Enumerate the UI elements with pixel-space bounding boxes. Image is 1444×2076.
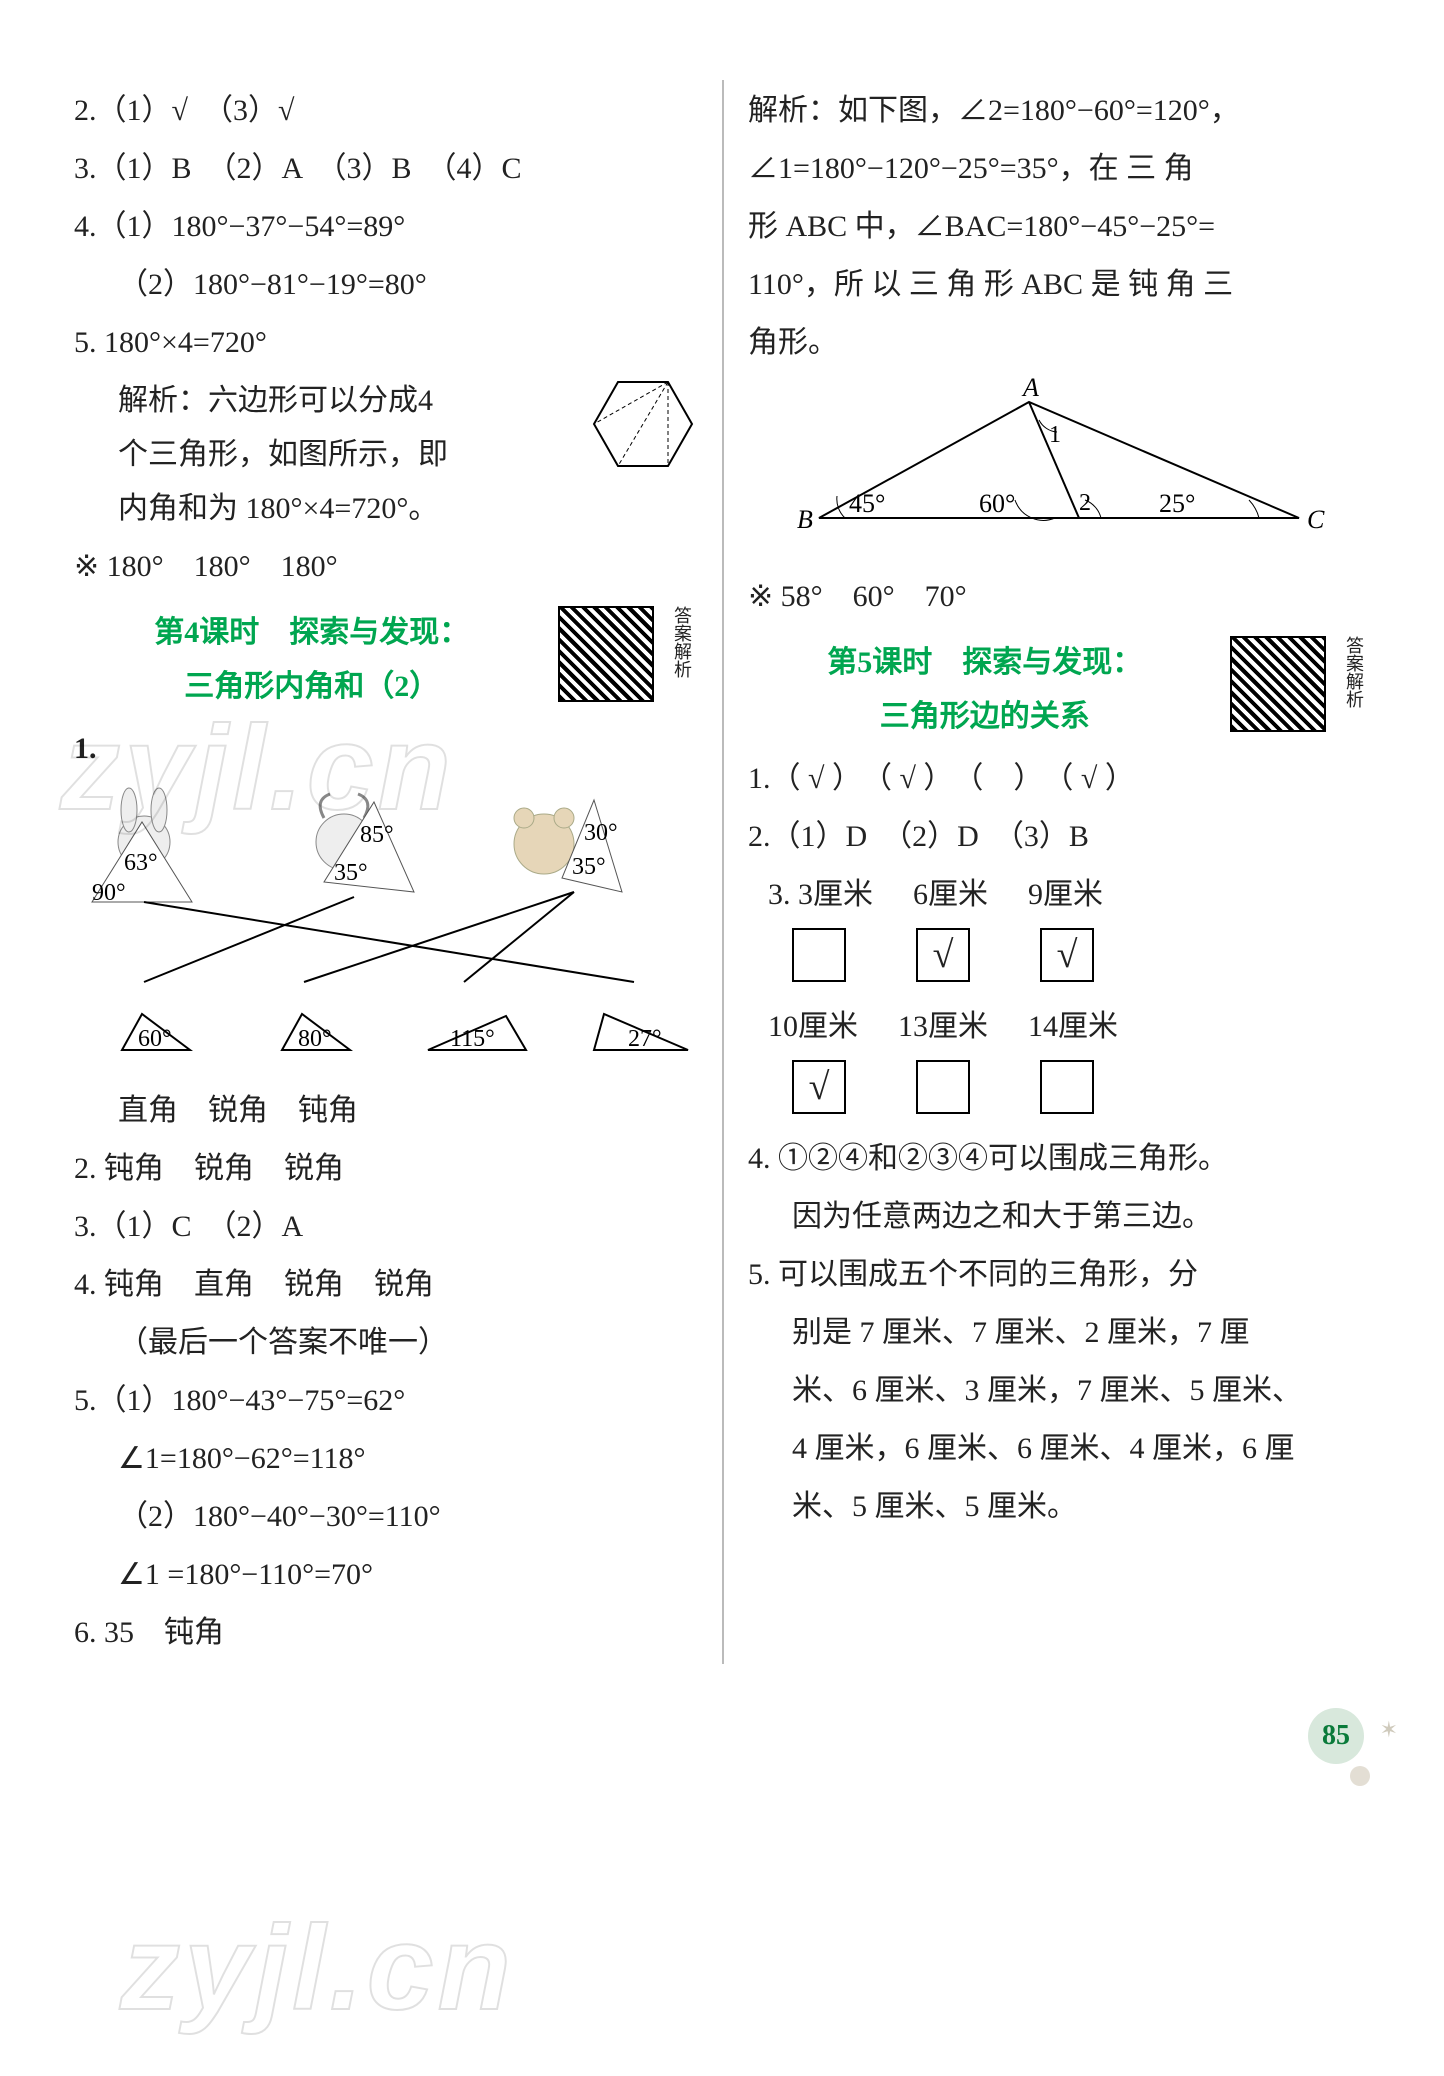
q3-label-3: 10厘米 <box>768 1000 858 1054</box>
right-column: 解析：如下图，∠2=180°−60°=120°， ∠1=180°−120°−25… <box>730 80 1388 1664</box>
q4b: （最后一个答案不唯一） <box>74 1316 698 1370</box>
checkbox <box>792 928 846 982</box>
svg-text:25°: 25° <box>1159 489 1195 518</box>
page-decor-dot <box>1350 1766 1370 1786</box>
r-q5d: 4 厘米，6 厘米、6 厘米、4 厘米，6 厘 <box>748 1422 1370 1476</box>
r-q3-row1: 3. 3厘米 6厘米 9厘米 <box>748 868 1370 922</box>
ans-5-1: 5. 180°×4=720° <box>74 316 698 370</box>
r-q5b: 别是 7 厘米、7 厘米、2 厘米，7 厘 <box>748 1306 1370 1360</box>
triangle-ABC-diagram: A B C 1 2 45° 60° 25° <box>748 378 1370 566</box>
section-4-line2: 三角形内角和（2） <box>74 660 550 714</box>
svg-text:35°: 35° <box>572 854 606 880</box>
ans-5-expl-line3: 内角和为 180°×4=720°。 <box>118 482 576 536</box>
qr-code-icon <box>1230 636 1326 732</box>
section-4-title: 第4课时 探索与发现： 三角形内角和（2） 答案解析 <box>74 606 698 714</box>
q2: 2. 钝角 锐角 锐角 <box>74 1142 698 1196</box>
section-5-line2: 三角形边的关系 <box>748 690 1222 744</box>
q6: 6. 35 钝角 <box>74 1606 698 1660</box>
page-number: 85 <box>1308 1708 1364 1764</box>
svg-text:63°: 63° <box>124 850 158 876</box>
r-q1: 1.（ √ ） （ √ ） （ ） （ √ ） <box>748 752 1370 806</box>
q1-row2: 直角 锐角 钝角 <box>74 1084 698 1138</box>
ans-4-1: 4.（1）180°−37°−54°=89° <box>74 200 698 254</box>
q3-label-1: 6厘米 <box>913 868 988 922</box>
svg-text:60°: 60° <box>138 1026 172 1052</box>
page-decor-star: ✶ <box>1380 1710 1398 1750</box>
checkbox: √ <box>1040 928 1094 982</box>
r-expl-1: 解析：如下图，∠2=180°−60°=120°， <box>748 84 1370 138</box>
r-q5a: 5. 可以围成五个不同的三角形，分 <box>748 1248 1370 1302</box>
r-q4a: 4. ①②④和②③④可以围成三角形。 <box>748 1132 1370 1186</box>
svg-text:45°: 45° <box>849 489 885 518</box>
qr-label: 答案解析 <box>1338 636 1370 708</box>
svg-text:80°: 80° <box>298 1026 332 1052</box>
checkbox: √ <box>916 928 970 982</box>
ans-2: 2.（1）√ （3）√ <box>74 84 698 138</box>
svg-text:2: 2 <box>1079 490 1091 516</box>
section-5-title: 第5课时 探索与发现： 三角形边的关系 答案解析 <box>748 636 1370 744</box>
r-q5e: 米、5 厘米、5 厘米。 <box>748 1480 1370 1534</box>
q1-label: 1. <box>74 722 698 776</box>
r-expl-2: ∠1=180°−120°−25°=35°，在 三 角 <box>748 142 1370 196</box>
q1-triangle-row: 60° 80° 115° 27° <box>74 1006 698 1080</box>
checkbox <box>1040 1060 1094 1114</box>
q3-label-0: 3. 3厘米 <box>768 868 873 922</box>
svg-text:27°: 27° <box>628 1026 662 1052</box>
ans-5-expl-line2: 个三角形，如图所示，即 <box>118 428 576 482</box>
svg-text:B: B <box>797 505 813 534</box>
svg-text:C: C <box>1307 505 1325 534</box>
qr-label: 答案解析 <box>666 606 698 678</box>
r-expl-5: 角形。 <box>748 316 1370 370</box>
svg-text:35°: 35° <box>334 860 368 886</box>
r-q4b: 因为任意两边之和大于第三边。 <box>748 1190 1370 1244</box>
column-divider <box>722 80 724 1664</box>
star-line-right: ※ 58° 60° 70° <box>748 570 1370 624</box>
ans-5-expl: 解析：六边形可以分成4 个三角形，如图所示，即 内角和为 180°×4=720°… <box>74 374 698 536</box>
watermark: zyjl.cn <box>120 1860 515 2076</box>
ans-3: 3.（1）B （2）A （3）B （4）C <box>74 142 698 196</box>
svg-text:30°: 30° <box>584 820 618 846</box>
page: 2.（1）√ （3）√ 3.（1）B （2）A （3）B （4）C 4.（1）1… <box>0 0 1444 1824</box>
svg-text:60°: 60° <box>979 489 1015 518</box>
svg-text:85°: 85° <box>360 822 394 848</box>
r-q5c: 米、6 厘米、3 厘米，7 厘米、5 厘米、 <box>748 1364 1370 1418</box>
star-line-left: ※ 180° 180° 180° <box>74 540 698 594</box>
checkbox: √ <box>792 1060 846 1114</box>
ans-4-2: （2）180°−81°−19°=80° <box>74 258 698 312</box>
ans-5-expl-line1: 解析：六边形可以分成4 <box>118 374 576 428</box>
q3-label-2: 9厘米 <box>1028 868 1103 922</box>
r-expl-3: 形 ABC 中，∠BAC=180°−45°−25°= <box>748 200 1370 254</box>
r-q3-checks1: √ √ <box>748 928 1370 982</box>
q3: 3.（1）C （2）A <box>74 1200 698 1254</box>
section-5-line1: 第5课时 探索与发现： <box>748 636 1222 690</box>
q5b: ∠1=180°−62°=118° <box>74 1432 698 1486</box>
r-q2: 2.（1）D （2）D （3）B <box>748 810 1370 864</box>
svg-text:A: A <box>1021 378 1039 402</box>
checkbox <box>916 1060 970 1114</box>
r-q3-checks2: √ <box>748 1060 1370 1114</box>
left-column: 2.（1）√ （3）√ 3.（1）B （2）A （3）B （4）C 4.（1）1… <box>56 80 716 1664</box>
hexagon-icon <box>588 374 698 492</box>
section-4-line1: 第4课时 探索与发现： <box>74 606 550 660</box>
q3-label-4: 13厘米 <box>898 1000 988 1054</box>
svg-text:1: 1 <box>1049 422 1061 448</box>
q5c: （2）180°−40°−30°=110° <box>74 1490 698 1544</box>
qr-code-icon <box>558 606 654 702</box>
svg-text:115°: 115° <box>450 1026 495 1052</box>
q1-animals-diagram: 63° 90° 85° 35° 30° 35° <box>74 782 698 1002</box>
q3-label-5: 14厘米 <box>1028 1000 1118 1054</box>
r-expl-4: 110°，所 以 三 角 形 ABC 是 钝 角 三 <box>748 258 1370 312</box>
svg-text:90°: 90° <box>92 880 126 906</box>
q5a: 5.（1）180°−43°−75°=62° <box>74 1374 698 1428</box>
q4a: 4. 钝角 直角 锐角 锐角 <box>74 1258 698 1312</box>
q5d: ∠1 =180°−110°=70° <box>74 1548 698 1602</box>
r-q3-row2: 10厘米 13厘米 14厘米 <box>748 1000 1370 1054</box>
